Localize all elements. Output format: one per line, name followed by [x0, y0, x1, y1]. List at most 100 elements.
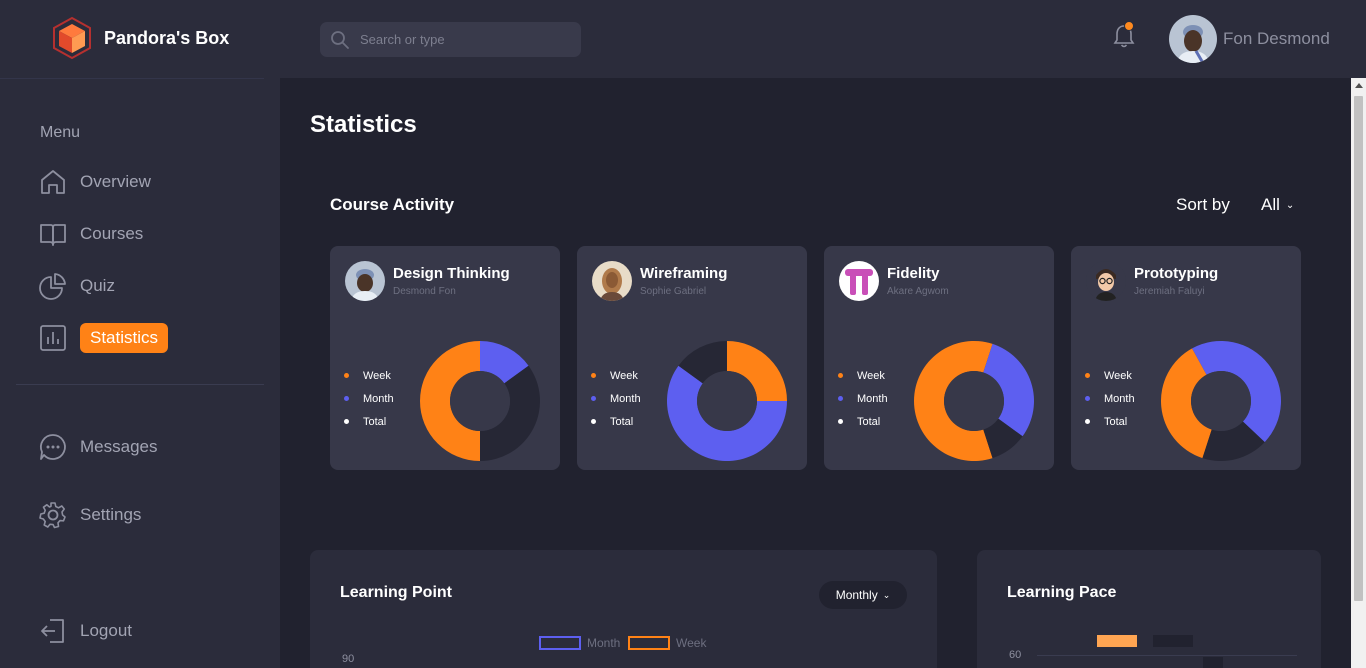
sidebar-divider: [16, 384, 264, 385]
legend-item-week: Week: [591, 364, 641, 387]
sidebar-item-statistics[interactable]: Statistics: [38, 322, 169, 354]
legend-label: Week: [610, 369, 638, 382]
period-dropdown[interactable]: Monthly ⌄: [819, 581, 907, 609]
bar: [1153, 635, 1193, 647]
sidebar-item-overview[interactable]: Overview: [38, 166, 151, 198]
avatar: [1169, 15, 1217, 63]
course-card-prototyping[interactable]: Prototyping Jeremiah Faluyi Week Month T…: [1071, 246, 1301, 470]
donut-slice-total: [1202, 421, 1265, 461]
card-author: Desmond Fon: [393, 286, 456, 297]
sidebar-item-label: Logout: [80, 621, 132, 640]
user-profile[interactable]: Fon Desmond: [1169, 15, 1330, 63]
legend-dot: [591, 396, 596, 401]
brand[interactable]: Pandora's Box: [52, 16, 229, 60]
avatar: [839, 261, 879, 301]
logout-icon: [41, 619, 64, 643]
legend-label: Month: [857, 392, 888, 405]
menu-label: Menu: [40, 124, 81, 141]
sidebar-item-quiz[interactable]: Quiz: [38, 270, 115, 302]
learning-pace-panel: Learning Pace 60: [977, 550, 1321, 668]
legend-label: Week: [857, 369, 885, 382]
legend-item-week: Week: [1085, 364, 1135, 387]
legend-label: Month: [587, 636, 621, 650]
donut-slice-month: [667, 365, 787, 461]
card-title: Wireframing: [640, 265, 728, 282]
donut-slice-month: [480, 341, 529, 384]
sort-label: Sort by: [1176, 195, 1230, 214]
legend-swatch: [539, 636, 581, 650]
course-card-design-thinking[interactable]: Design Thinking Desmond Fon Week Month T…: [330, 246, 560, 470]
sidebar-item-label: Messages: [80, 437, 158, 456]
course-card-fidelity[interactable]: Fidelity Akare Agwom Week Month Total: [824, 246, 1054, 470]
brand-name: Pandora's Box: [104, 27, 230, 48]
pandoras-box-logo-icon: [53, 16, 91, 60]
legend-label: Week: [363, 369, 391, 382]
chevron-down-icon: ⌄: [1285, 199, 1295, 211]
card-author: Sophie Gabriel: [640, 286, 707, 297]
sidebar-item-settings[interactable]: Settings: [38, 499, 141, 531]
donut-slice-total: [983, 418, 1023, 459]
legend-item-month: Month: [838, 387, 888, 410]
donut-chart: [1161, 341, 1281, 461]
donut-slice-month: [983, 343, 1034, 437]
pie-chart-icon: [39, 273, 66, 300]
panel-title: Learning Pace: [1007, 584, 1117, 601]
sidebar-item-label: Courses: [80, 224, 144, 243]
period-value: Monthly: [835, 588, 878, 602]
legend-item-total: Total: [591, 410, 641, 433]
card-author: Jeremiah Faluyi: [1134, 286, 1205, 297]
legend-dot: [838, 373, 843, 378]
search-bar[interactable]: [320, 22, 581, 57]
donut-hole: [1191, 371, 1251, 431]
sidebar-item-label: Overview: [80, 172, 151, 191]
sidebar-item-messages[interactable]: Messages: [38, 431, 157, 463]
page-title: Statistics: [310, 111, 417, 138]
donut-slice-week: [727, 341, 787, 401]
legend-item-month: Month: [1085, 387, 1135, 410]
scroll-thumb[interactable]: [1354, 96, 1363, 601]
legend-item-month: Month: [591, 387, 641, 410]
y-tick-label: 60: [1009, 649, 1022, 661]
chevron-down-icon: ⌄: [882, 589, 891, 600]
legend-dot: [344, 419, 349, 424]
legend-item-week: Week: [628, 636, 706, 650]
legend-dot: [1085, 373, 1090, 378]
legend-item-total: Total: [344, 410, 394, 433]
legend-item-total: Total: [1085, 410, 1135, 433]
legend-dot: [838, 396, 843, 401]
gear-icon: [39, 502, 66, 529]
chart-legend: Week Month Total: [838, 364, 888, 433]
card-title: Design Thinking: [393, 265, 510, 282]
legend-label: Week: [676, 636, 707, 650]
sidebar-divider-top: [0, 78, 264, 79]
sidebar-item-logout[interactable]: Logout: [38, 615, 132, 647]
sort-dropdown[interactable]: All ⌄: [1261, 195, 1294, 215]
donut-slice-week: [914, 341, 993, 461]
course-card-wireframing[interactable]: Wireframing Sophie Gabriel Week Month To…: [577, 246, 807, 470]
card-title: Prototyping: [1134, 265, 1219, 282]
learning-point-panel: Learning Point Monthly ⌄ Month Week 90: [310, 550, 937, 668]
user-name: Fon Desmond: [1223, 29, 1330, 48]
legend-dot: [1085, 396, 1090, 401]
scrollbar[interactable]: [1351, 78, 1366, 668]
legend-label: Month: [610, 392, 641, 405]
donut-hole: [944, 371, 1004, 431]
search-input[interactable]: [360, 32, 560, 47]
sidebar-item-label: Settings: [80, 505, 142, 524]
sidebar-item-label: Quiz: [80, 276, 115, 295]
legend-dot: [344, 373, 349, 378]
legend-swatch: [628, 636, 670, 650]
avatar: [1086, 261, 1126, 301]
chart-legend: Week Month Total: [344, 364, 394, 433]
legend-label: Month: [1104, 392, 1135, 405]
chart-legend: Week Month Total: [591, 364, 641, 433]
legend-label: Month: [363, 392, 394, 405]
scroll-up-arrow-icon[interactable]: [1355, 83, 1363, 88]
donut-hole: [697, 371, 757, 431]
donut-chart: [420, 341, 540, 461]
legend-dot: [591, 373, 596, 378]
donut-slice-month: [1192, 341, 1281, 443]
legend-label: Total: [857, 415, 881, 428]
legend-dot: [344, 396, 349, 401]
sidebar-item-courses[interactable]: Courses: [38, 218, 143, 250]
